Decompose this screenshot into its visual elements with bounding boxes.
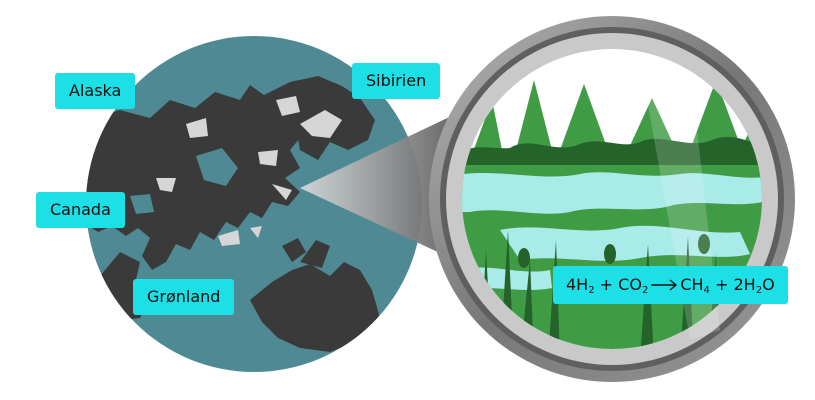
reaction-arrow-icon bbox=[651, 279, 678, 291]
eq-sub: 4 bbox=[703, 285, 710, 296]
ice-patch bbox=[276, 96, 300, 116]
landmass-europe bbox=[250, 262, 380, 352]
ice-patch bbox=[272, 184, 292, 200]
methanogenesis-equation: 4H2 + CO2 CH4 + 2H2O bbox=[553, 266, 788, 304]
eq-term-oxygen: O bbox=[762, 275, 775, 294]
tree bbox=[628, 98, 676, 150]
magnifier-lens bbox=[429, 16, 795, 382]
ice-patch bbox=[250, 226, 262, 238]
eq-term-hydrogen: 4H bbox=[566, 275, 589, 294]
label-canada: Canada bbox=[36, 192, 125, 228]
eq-sub: 2 bbox=[641, 285, 649, 296]
tree bbox=[560, 84, 608, 150]
eq-sub: 2 bbox=[755, 285, 763, 296]
landmass-svalbard bbox=[282, 238, 306, 262]
eq-term-water: + 2H bbox=[709, 275, 756, 294]
eq-term-methane: CH bbox=[680, 275, 704, 294]
label-gronland: Grønland bbox=[133, 279, 235, 315]
ice-patch bbox=[186, 118, 208, 138]
magnifier-beam bbox=[300, 112, 460, 260]
water-pool bbox=[462, 172, 762, 214]
eq-term-co2: + CO bbox=[594, 275, 642, 294]
bushes bbox=[462, 136, 762, 170]
ice-patch bbox=[218, 230, 240, 246]
ice-patch bbox=[156, 178, 176, 192]
eq-sub: 2 bbox=[588, 285, 595, 296]
tree bbox=[690, 80, 742, 150]
ice-patch bbox=[258, 150, 278, 166]
label-sibirien: Sibirien bbox=[352, 63, 441, 99]
tree bbox=[470, 100, 504, 160]
landmass-scandinavia bbox=[300, 240, 330, 268]
tree bbox=[516, 80, 552, 150]
ice-patch bbox=[300, 110, 342, 138]
label-alaska: Alaska bbox=[55, 73, 136, 109]
bay bbox=[196, 148, 238, 186]
bay bbox=[130, 194, 154, 214]
